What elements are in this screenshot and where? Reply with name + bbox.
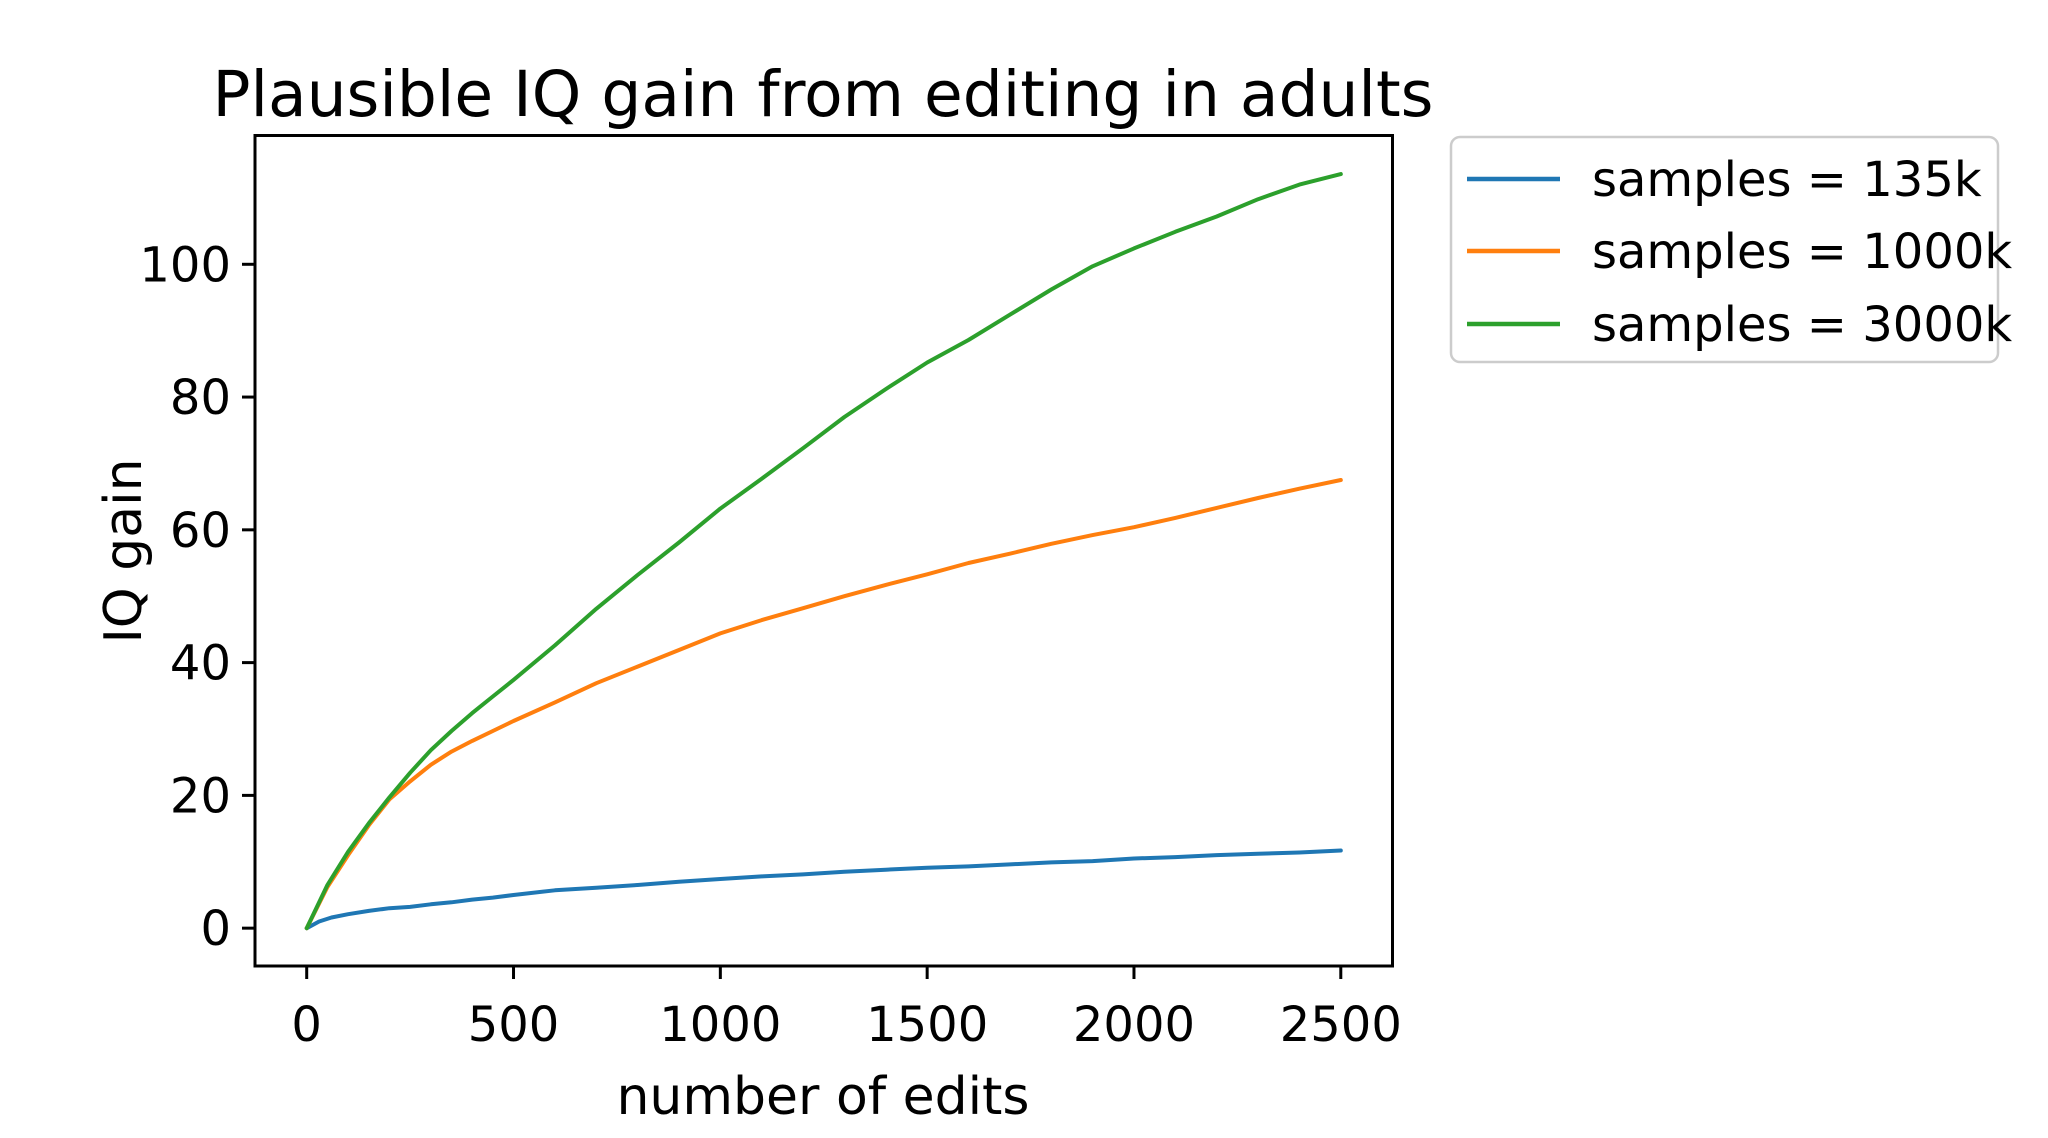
y-tick-label: 20	[170, 768, 231, 824]
legend-box	[1449, 135, 2000, 364]
x-tick-label: 2500	[1280, 997, 1402, 1053]
legend-item: samples = 3000k	[1467, 297, 2012, 353]
x-tick-label: 0	[291, 997, 322, 1053]
axes-spines	[253, 134, 1394, 968]
series-line-samples-135k	[304, 848, 1343, 931]
series-line-samples-1000k	[304, 478, 1343, 931]
plot-area: 0 500 1000 1500 2000 2500 0 20 40 60 80 100	[139, 134, 1402, 1053]
legend-item: samples = 1000k	[1467, 224, 2012, 280]
x-tick-label: 2000	[1073, 997, 1195, 1053]
y-tick-label: 80	[170, 370, 231, 426]
y-tick-label: 100	[139, 237, 231, 293]
legend-label: samples = 3000k	[1592, 297, 2012, 353]
chart-title: Plausible IQ gain from editing in adults	[213, 58, 1434, 131]
legend-item: samples = 135k	[1467, 152, 1982, 208]
x-tick-label: 1000	[659, 997, 781, 1053]
y-tick-label: 0	[200, 901, 231, 957]
x-tick-label: 500	[468, 997, 560, 1053]
y-tick-label: 40	[170, 636, 231, 692]
legend-label: samples = 1000k	[1592, 224, 2012, 280]
y-axis-label: IQ gain	[94, 458, 154, 643]
legend: samples = 135k samples = 1000k samples =…	[1449, 135, 2012, 364]
x-axis-label: number of edits	[616, 1067, 1029, 1127]
series-line-samples-3000k	[304, 172, 1343, 931]
x-tick-label: 1500	[866, 997, 988, 1053]
y-tick-label: 60	[170, 503, 231, 559]
legend-label: samples = 135k	[1592, 152, 1982, 208]
